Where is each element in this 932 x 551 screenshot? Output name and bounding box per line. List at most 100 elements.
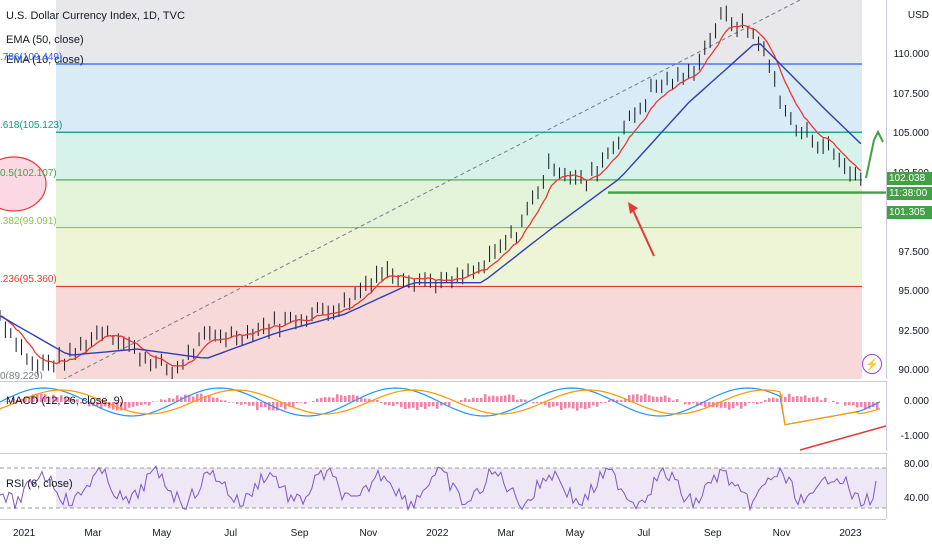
rsi-legend[interactable]: RSI (6, close) [6,478,73,490]
macd-histogram-bar [384,402,387,405]
time-tick: May [152,528,171,539]
macd-tick: -1.000 [901,431,929,442]
macd-pane[interactable]: MACD (12, 26, close, 9) [0,381,886,452]
macd-histogram-bar [408,402,411,408]
macd-histogram-bar [668,398,671,402]
macd-histogram-bar [128,402,131,408]
macd-histogram-bar [340,395,343,402]
macd-histogram-bar [420,402,423,407]
rsi-canvas[interactable] [0,454,886,520]
macd-histogram-bar [792,397,795,402]
rsi-axis[interactable]: 80.00 40.00 [886,453,932,519]
ema50-legend[interactable]: EMA (50, close) [6,34,84,46]
macd-histogram-bar [364,398,367,402]
macd-legend[interactable]: MACD (12, 26, close, 9) [6,395,123,407]
macd-histogram-bar [748,402,751,403]
macd-histogram-bar [724,402,727,408]
macd-histogram-bar [416,402,419,410]
time-tick: 2022 [426,528,448,539]
time-tick: Mar [498,528,515,539]
macd-tick: 0.000 [904,396,929,407]
macd-histogram-bar [672,400,675,402]
price-tick: 90.000 [898,365,929,376]
macd-histogram-bar [488,396,491,402]
last-price-tag: 102.038 [887,172,932,185]
fib-level-label: 0(89.229) [0,371,43,379]
macd-histogram-bar [300,402,303,403]
macd-histogram-bar [720,402,723,408]
macd-histogram-bar [796,396,799,402]
rsi-pane[interactable]: RSI (6, close) [0,453,886,520]
price-chart-pane[interactable]: U.S. Dollar Currency Index, 1D, TVC EMA … [0,0,886,379]
macd-histogram-bar [752,402,755,403]
macd-histogram-bar [320,398,323,402]
macd-histogram-bar [596,402,599,407]
macd-histogram-bar [136,402,139,406]
macd-histogram-bar [396,402,399,404]
macd-histogram-bar [736,402,739,406]
time-tick: Sep [704,528,722,539]
macd-histogram-bar [592,402,595,405]
macd-histogram-bar [468,399,471,402]
macd-histogram-bar [784,397,787,402]
macd-histogram-bar [604,402,607,403]
price-chart-canvas[interactable] [0,0,886,379]
green-arrow-head [874,132,883,142]
macd-histogram-bar [572,402,575,409]
fib-zone [56,64,862,132]
macd-histogram-bar [232,402,235,403]
macd-histogram-bar [660,397,663,402]
macd-histogram-bar [588,402,591,408]
macd-histogram-bar [512,395,515,402]
macd-histogram-bar [564,402,567,408]
macd-histogram-bar [692,402,695,403]
macd-histogram-bar [648,395,651,402]
macd-histogram-bar [240,402,243,405]
macd-canvas[interactable] [0,382,886,452]
macd-histogram-bar [252,402,255,406]
countdown-tag: 11:38:00 [887,187,932,200]
macd-histogram-bar [688,402,691,405]
price-tick: 97.500 [898,247,929,258]
fib-zone [56,286,862,379]
fib-level-label: 0.5(102.107) [0,168,57,179]
macd-histogram-bar [484,394,487,402]
macd-histogram-bar [808,398,811,402]
macd-histogram-bar [332,398,335,402]
macd-histogram-bar [568,402,571,408]
macd-histogram-bar [464,398,467,402]
macd-histogram-bar [760,402,763,403]
macd-histogram-bar [548,402,551,408]
macd-histogram-bar [844,402,847,406]
macd-histogram-bar [336,394,339,402]
fib-level-label: .382(99.091) [0,216,57,227]
macd-histogram-bar [652,396,655,402]
macd-histogram-bar [584,402,587,409]
lightning-icon[interactable]: ⚡ [862,354,882,374]
macd-histogram-bar [216,398,219,402]
macd-histogram-bar [580,402,583,408]
macd-histogram-bar [376,400,379,402]
macd-histogram-bar [448,402,451,406]
price-tick: 92.500 [898,326,929,337]
macd-histogram-bar [160,399,163,402]
macd-histogram-bar [608,400,611,402]
currency-label: USD [908,10,929,21]
macd-histogram-bar [172,399,175,402]
macd-histogram-bar [224,400,227,402]
macd-histogram-bar [432,402,435,406]
macd-histogram-bar [620,400,623,402]
macd-histogram-bar [236,402,239,404]
time-tick: 2021 [13,528,35,539]
macd-axis[interactable]: 0.000 -1.000 [886,381,932,451]
macd-histogram-bar [324,397,327,402]
macd-histogram-bar [852,402,855,405]
macd-histogram-bar [220,400,223,402]
macd-histogram-bar [500,396,503,402]
macd-histogram-bar [836,402,839,404]
macd-histogram-bar [552,402,555,407]
macd-histogram-bar [496,396,499,402]
fib-zone [56,132,862,180]
time-tick: May [566,528,585,539]
